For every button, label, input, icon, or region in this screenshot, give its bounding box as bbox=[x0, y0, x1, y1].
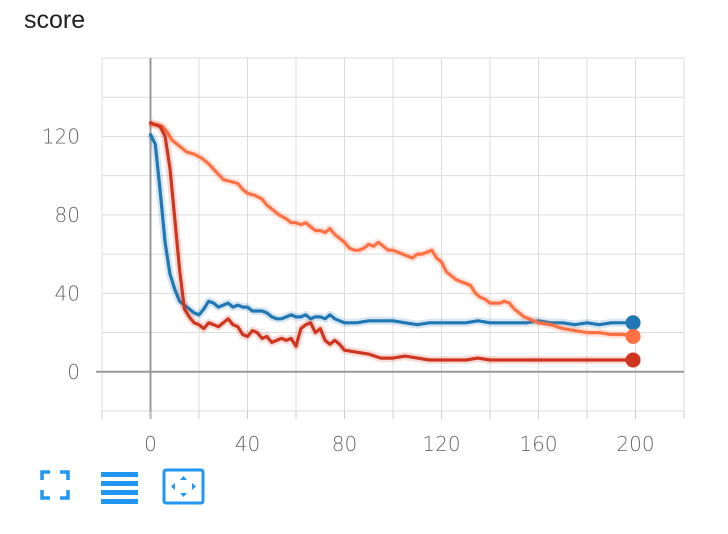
series-1-raw-band bbox=[146, 132, 634, 329]
series-2-end-point bbox=[625, 328, 641, 344]
x-tick-label: 0 bbox=[144, 432, 157, 456]
y-tick-label: 120 bbox=[42, 124, 80, 148]
axes bbox=[96, 58, 685, 419]
series-1-line bbox=[148, 132, 635, 327]
series-2-line bbox=[148, 123, 635, 339]
y-tick-label: 40 bbox=[55, 281, 80, 305]
series-layer bbox=[146, 119, 641, 368]
x-tick-label: 160 bbox=[519, 432, 557, 456]
fit-domain-button[interactable] bbox=[162, 468, 205, 508]
fullscreen-icon bbox=[40, 470, 70, 500]
tick-labels: 0 40 80 120 160 200 0 40 80 120 bbox=[42, 124, 655, 456]
y-tick-label: 0 bbox=[67, 360, 80, 384]
series-3-end-point bbox=[625, 352, 641, 368]
list-icon bbox=[101, 472, 138, 504]
series-3-line bbox=[148, 121, 635, 362]
x-tick-label: 120 bbox=[422, 432, 460, 456]
score-chart: 0 40 80 120 160 200 0 40 80 120 bbox=[42, 57, 685, 456]
y-tick-label: 80 bbox=[55, 203, 80, 227]
x-tick-label: 40 bbox=[235, 432, 260, 456]
x-tick-label: 80 bbox=[332, 432, 357, 456]
fit-domain-icon bbox=[162, 468, 205, 505]
series-1-end-point bbox=[625, 315, 641, 331]
chart-title: score bbox=[24, 6, 86, 34]
x-tick-label: 200 bbox=[616, 432, 654, 456]
fullscreen-button[interactable] bbox=[40, 470, 80, 510]
data-table-button[interactable] bbox=[100, 470, 140, 510]
